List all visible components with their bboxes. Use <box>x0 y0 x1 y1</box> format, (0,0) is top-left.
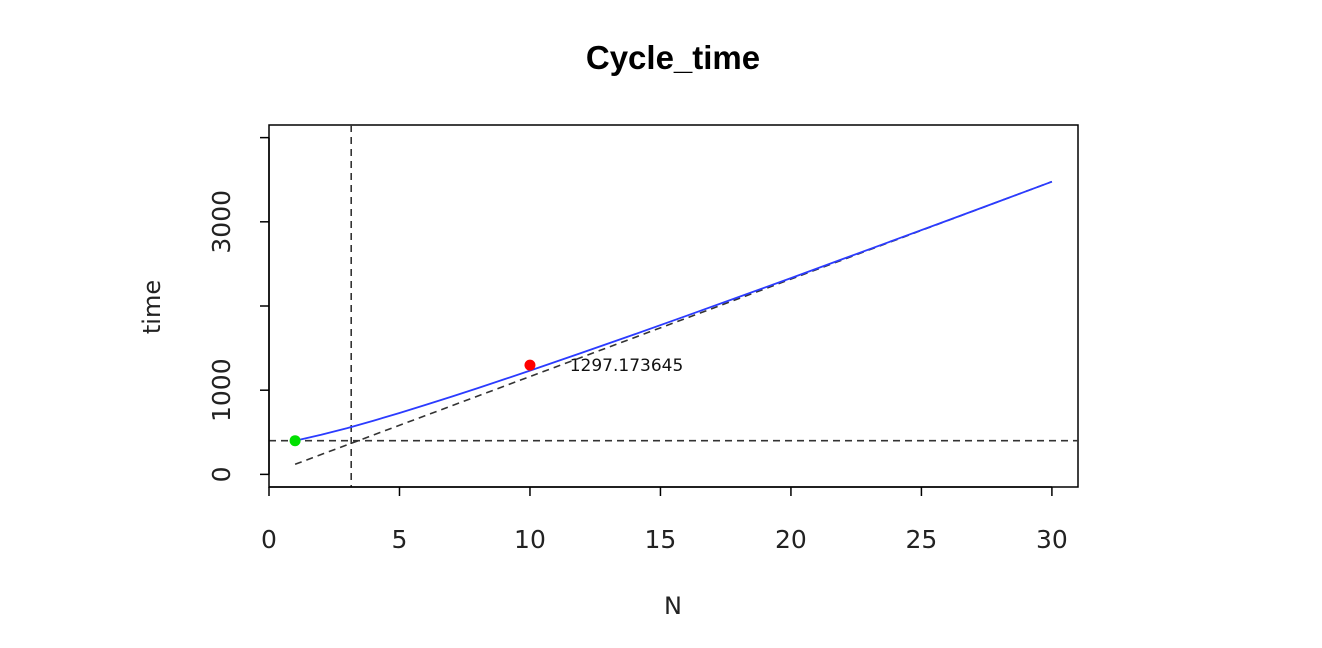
highlight-point-1 <box>289 435 301 447</box>
series-layer <box>294 180 1053 442</box>
y-axis-label: time <box>138 280 166 334</box>
x-axis: 0 5 10 15 20 25 30 <box>261 486 1068 554</box>
chart-title: Cycle_time <box>586 39 760 76</box>
y-axis: 0 1000 3000 <box>207 136 270 482</box>
y-tick-label: 0 <box>207 466 236 482</box>
point-annotation-1: 1297.173645 <box>570 356 684 376</box>
x-axis-label: N <box>664 592 682 620</box>
series-line-1 <box>294 180 1053 442</box>
x-tick-label: 0 <box>261 525 277 554</box>
highlight-point-2 <box>524 359 536 371</box>
x-tick-label: 25 <box>906 525 938 554</box>
annotations-layer: 1297.173645 <box>570 356 684 376</box>
x-tick-label: 20 <box>775 525 807 554</box>
reference-lines <box>269 125 1078 487</box>
y-tick-label: 1000 <box>207 358 236 422</box>
x-tick-label: 30 <box>1036 525 1068 554</box>
points-layer <box>289 359 536 447</box>
y-tick-label: 3000 <box>207 190 236 254</box>
x-tick-label: 10 <box>514 525 546 554</box>
plot-frame <box>268 124 1079 488</box>
x-tick-label: 15 <box>645 525 677 554</box>
x-tick-label: 5 <box>392 525 408 554</box>
